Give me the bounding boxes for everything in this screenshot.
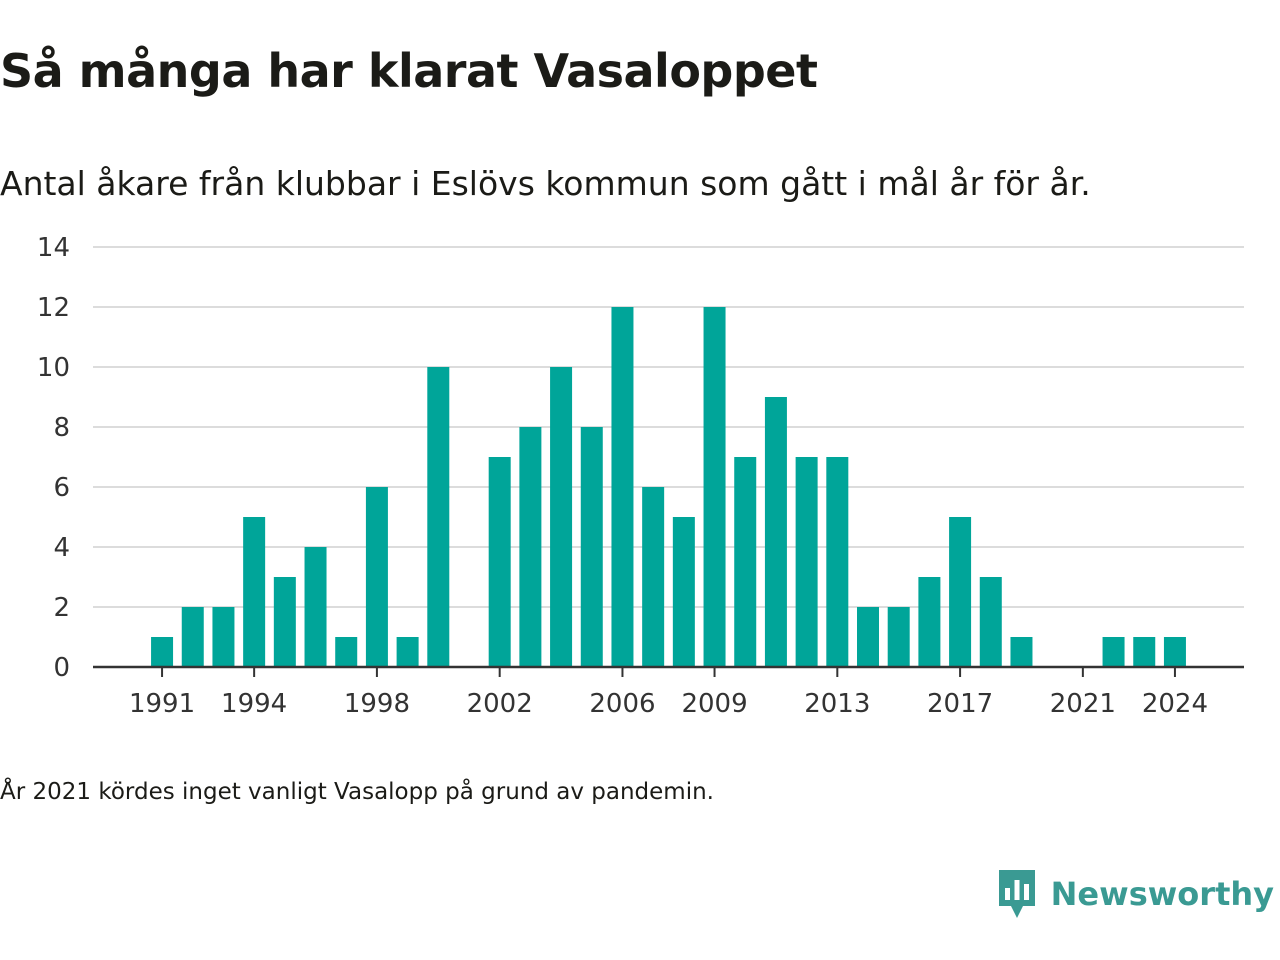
chart-subtitle: Antal åkare från klubbar i Eslövs kommun…	[0, 164, 1091, 203]
y-tick-label: 2	[53, 593, 70, 623]
bar-1998	[365, 487, 388, 667]
chart-footnote: År 2021 kördes inget vanligt Vasalopp på…	[0, 779, 714, 805]
x-tick-label: 2021	[1050, 689, 1116, 719]
bar-2008	[672, 517, 695, 667]
newsworthy-logo-icon	[998, 870, 1035, 918]
x-tick-label: 2024	[1142, 689, 1208, 719]
bar-2002	[488, 457, 511, 667]
bar-2024	[1163, 637, 1186, 667]
bar-1996	[304, 547, 327, 667]
bar-2004	[550, 367, 573, 667]
y-tick-label: 4	[53, 533, 70, 563]
y-tick-label: 12	[37, 293, 70, 323]
y-tick-label: 0	[53, 653, 70, 683]
y-tick-label: 10	[37, 353, 70, 383]
axes: 0 2 4 6 8 10 12 14 1991 1994 1998 2002 2006 2009 2013 2…	[37, 233, 1244, 719]
x-tick-label: 2013	[804, 689, 870, 719]
bar-1995	[273, 577, 296, 667]
bar-2017	[949, 517, 972, 667]
bar-chart: 0 2 4 6 8 10 12 14 1991 1994 1998 2002 2006 2009 2013 2…	[37, 233, 1244, 719]
brand-name: Newsworthy	[1050, 875, 1274, 913]
x-tick-label: 1994	[221, 689, 287, 719]
bar-2016	[918, 577, 941, 667]
bar-1993	[212, 607, 235, 667]
brand-logo: Newsworthy	[997, 868, 1274, 920]
bar-1997	[335, 637, 358, 667]
bar-2023	[1133, 637, 1156, 667]
bar-2013	[826, 457, 849, 667]
bar-2022	[1102, 637, 1125, 667]
chart-title: Så många har klarat Vasaloppet	[0, 44, 818, 98]
bar-2019	[1010, 637, 1033, 667]
x-tick-label: 2002	[467, 689, 533, 719]
bar-2015	[887, 607, 910, 667]
bar-2007	[642, 487, 665, 667]
x-tick-label: 2009	[681, 689, 747, 719]
x-tick-label: 1998	[344, 689, 410, 719]
bar-2003	[519, 427, 542, 667]
bar-2014	[857, 607, 880, 667]
bar-2009	[703, 307, 726, 667]
bar-1999	[396, 637, 419, 667]
gridlines	[93, 246, 1244, 608]
bar-2012	[795, 457, 818, 667]
bar-1994	[243, 517, 266, 667]
y-tick-label: 14	[37, 233, 70, 263]
x-tick-label: 2017	[927, 689, 993, 719]
bar-2010	[734, 457, 757, 667]
y-tick-label: 8	[53, 413, 70, 443]
bar-2000	[427, 367, 450, 667]
x-tick-label: 2006	[589, 689, 655, 719]
bar-2006	[611, 307, 634, 667]
bar-2005	[580, 427, 603, 667]
bar-1991	[151, 637, 174, 667]
bars	[151, 307, 1186, 667]
y-tick-label: 6	[53, 473, 70, 503]
bar-2011	[764, 397, 787, 667]
bar-1992	[181, 607, 204, 667]
bar-2018	[979, 577, 1002, 667]
x-tick-label: 1991	[129, 689, 195, 719]
